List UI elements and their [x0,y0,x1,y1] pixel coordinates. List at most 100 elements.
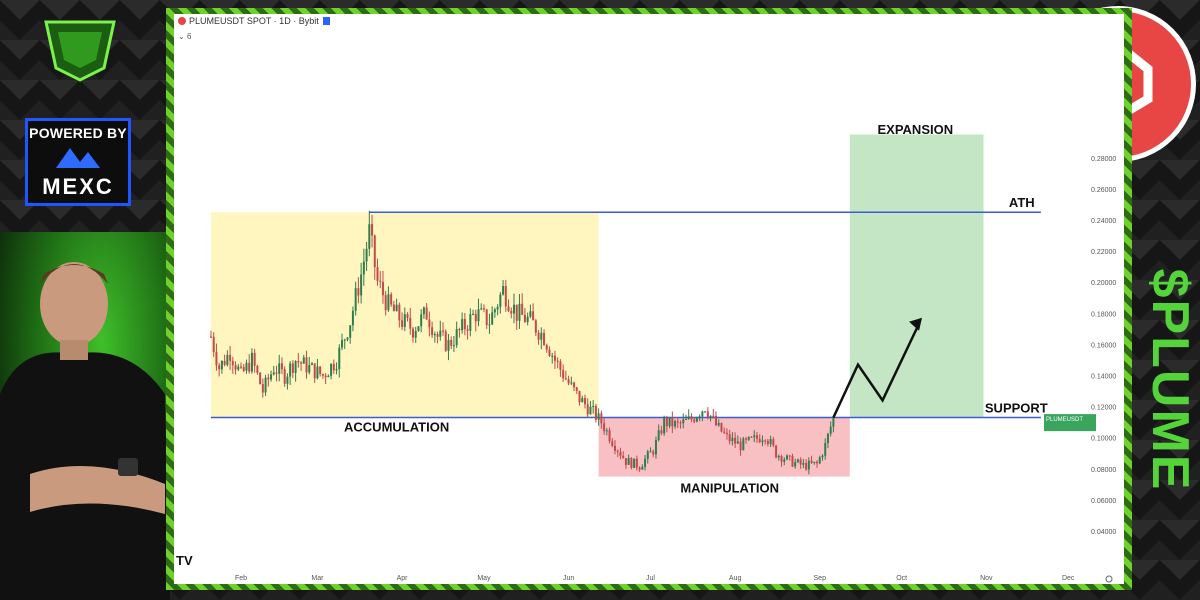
candle-body [493,309,496,313]
candle-body [365,248,368,262]
candle-body [791,456,794,467]
candle-body [455,329,458,346]
candle-body [223,360,226,365]
candle-body [567,379,570,384]
candle-body [515,304,518,321]
candle-body [212,336,215,353]
settings-icon[interactable] [1105,575,1113,583]
candle-body [332,363,335,371]
candle-body [496,306,499,310]
candle-body [534,320,537,333]
x-tick-label: Mar [311,575,324,582]
candle-body [805,463,808,470]
chevron-down-icon: ⌄ [178,32,187,41]
candle-body [444,331,447,351]
candle-body [439,330,442,337]
candle-body [422,307,425,315]
mexc-badge: POWERED BY MEXC [25,118,131,206]
candle-body [668,417,671,427]
candle-body [526,316,529,323]
candle-body [253,352,256,366]
candle-body [431,327,434,336]
candle-body [335,369,338,371]
candle-body [278,363,281,374]
candle-body [641,466,644,470]
candle-body [649,451,652,453]
candle-body [753,435,756,438]
candle-body [411,328,414,338]
candle-body [635,458,638,468]
candle-body [324,375,327,378]
candle-body [379,280,382,282]
bookmark-icon[interactable] [322,17,330,25]
candle-body [420,314,423,327]
candle-body [777,455,780,458]
candle-body [357,288,360,296]
candle-body [532,311,535,321]
manipulation-label: MANIPULATION [680,481,779,496]
indicators-toggle[interactable]: ⌄ 6 [178,32,191,41]
candle-body [275,372,278,374]
candle-body [250,352,253,372]
chart-header[interactable]: PLUMEUSDT SPOT · 1D · Bybit [178,16,330,26]
candle-body [592,406,595,408]
support-label: SUPPORT [985,400,1048,415]
candle-body [807,460,810,470]
x-tick-label: Jul [646,575,655,582]
candle-body [701,411,704,417]
candle-body [521,303,524,315]
candle-body [272,372,275,375]
candle-body [676,421,679,423]
y-tick-label: 0.16000 [1091,342,1116,349]
candle-body [652,451,655,455]
manipulation-zone [598,417,850,477]
candle-body [548,349,551,356]
candle-body [742,438,745,451]
powered-by-text: POWERED BY [29,125,127,141]
candle-body [818,457,821,464]
candle-body [351,310,354,326]
candle-body [529,311,532,317]
candle-body [736,441,739,444]
candle-body [338,347,341,370]
candle-body [826,433,829,444]
candle-body [564,378,567,380]
candle-body [663,418,666,434]
y-tick-label: 0.22000 [1091,249,1116,256]
ticker-text: $PLUME [1141,268,1199,492]
candle-body [469,314,472,331]
candle-body [644,458,647,467]
candle-body [769,439,772,444]
candle-body [600,413,603,424]
candle-body [507,306,510,311]
y-tick-label: 0.24000 [1091,218,1116,225]
candle-body [447,339,450,351]
candle-body [630,458,633,468]
x-tick-label: Oct [896,575,907,582]
candle-body [583,398,586,405]
candle-body [313,363,316,379]
candle-body [248,362,251,372]
candle-body [403,314,406,327]
candle-body [832,416,835,427]
candle-body [761,440,764,443]
ath-label: ATH [1009,195,1035,210]
candle-body [381,281,384,296]
candle-body [398,304,401,321]
candle-body [305,357,308,373]
candle-body [240,366,242,368]
candle-body [622,455,625,459]
candle-body [504,286,507,307]
candle-body [259,372,262,385]
candle-body [414,331,417,338]
candle-body [717,422,720,426]
candle-body [556,360,559,362]
candle-body [619,451,622,456]
y-tick-label: 0.10000 [1091,436,1116,443]
y-tick-label: 0.28000 [1091,156,1116,163]
candle-body [384,295,387,311]
candle-body [728,434,731,442]
candle-body [308,364,311,373]
candle-body [425,307,428,320]
candle-body [829,426,832,434]
